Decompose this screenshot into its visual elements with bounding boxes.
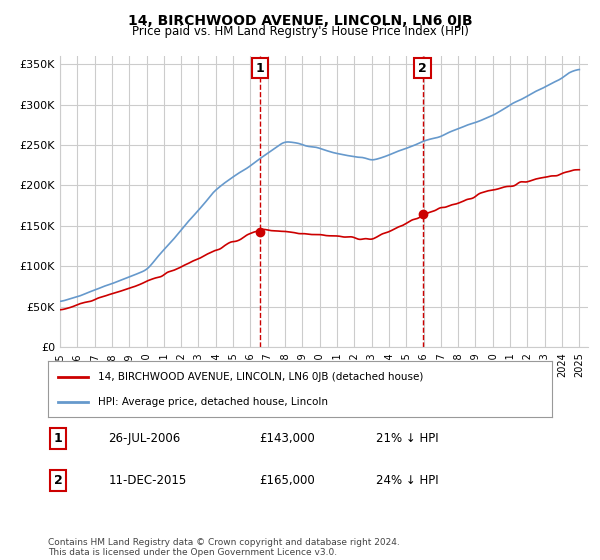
Text: 11-DEC-2015: 11-DEC-2015 bbox=[109, 474, 187, 487]
Text: Price paid vs. HM Land Registry's House Price Index (HPI): Price paid vs. HM Land Registry's House … bbox=[131, 25, 469, 38]
Text: 1: 1 bbox=[256, 62, 265, 74]
Text: Contains HM Land Registry data © Crown copyright and database right 2024.
This d: Contains HM Land Registry data © Crown c… bbox=[48, 538, 400, 557]
Text: HPI: Average price, detached house, Lincoln: HPI: Average price, detached house, Linc… bbox=[98, 396, 328, 407]
Text: 14, BIRCHWOOD AVENUE, LINCOLN, LN6 0JB (detached house): 14, BIRCHWOOD AVENUE, LINCOLN, LN6 0JB (… bbox=[98, 372, 424, 382]
Text: 26-JUL-2006: 26-JUL-2006 bbox=[109, 432, 181, 445]
Text: 1: 1 bbox=[54, 432, 62, 445]
Text: 24% ↓ HPI: 24% ↓ HPI bbox=[376, 474, 438, 487]
Text: 14, BIRCHWOOD AVENUE, LINCOLN, LN6 0JB: 14, BIRCHWOOD AVENUE, LINCOLN, LN6 0JB bbox=[128, 14, 472, 28]
Text: £143,000: £143,000 bbox=[260, 432, 316, 445]
Text: £165,000: £165,000 bbox=[260, 474, 316, 487]
Text: 2: 2 bbox=[54, 474, 62, 487]
Text: 21% ↓ HPI: 21% ↓ HPI bbox=[376, 432, 438, 445]
Text: 2: 2 bbox=[418, 62, 427, 74]
